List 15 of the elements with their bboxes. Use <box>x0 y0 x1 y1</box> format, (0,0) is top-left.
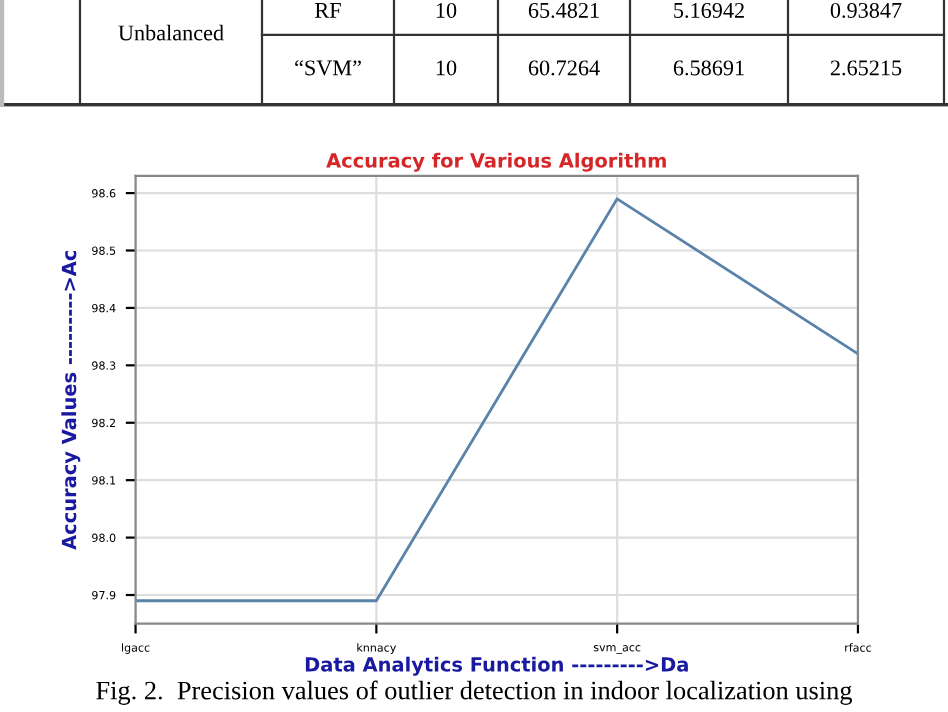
text: 60.7264 <box>528 60 600 76</box>
text: 65.4821 <box>528 2 599 18</box>
text: 6.58691 <box>673 60 744 76</box>
text: 2.65215 <box>830 60 902 76</box>
x-axis-title: Data Analytics Function --------->Da <box>305 656 688 676</box>
caption: Fig. 2. Precision values of outlier detection in indoor localization using <box>96 680 853 705</box>
text: “SVM” <box>295 60 361 76</box>
text: 10 <box>436 60 457 76</box>
text: 5.16942 <box>674 2 744 18</box>
chart-title: Accuracy for Various Algorithm <box>326 152 666 172</box>
text: 10 <box>436 2 457 18</box>
text: 0.93847 <box>830 2 902 18</box>
text: Unbalanced <box>118 24 224 41</box>
text: RF <box>315 3 341 18</box>
y-axis-title: Accuracy Values --------->Ac <box>61 250 81 550</box>
